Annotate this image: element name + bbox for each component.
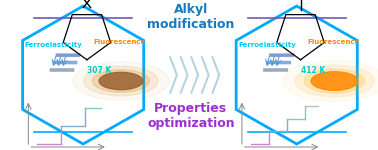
Circle shape [311,72,358,90]
FancyBboxPatch shape [49,68,74,72]
FancyBboxPatch shape [266,61,291,64]
Circle shape [84,66,158,96]
Text: Alkyl
modification: Alkyl modification [147,3,235,30]
Text: 412 K: 412 K [301,66,325,75]
Text: Ferroelasticity: Ferroelasticity [25,42,82,48]
Circle shape [304,69,365,93]
Circle shape [99,72,143,90]
Text: Ferroelasticity: Ferroelasticity [238,42,296,48]
Circle shape [295,65,374,97]
Text: Fluorescence: Fluorescence [94,39,146,45]
Circle shape [93,70,149,92]
FancyBboxPatch shape [55,53,81,57]
Text: Fluorescence: Fluorescence [307,39,359,45]
Text: 307 K: 307 K [87,66,111,75]
FancyBboxPatch shape [263,68,288,72]
Circle shape [73,62,169,100]
FancyBboxPatch shape [52,61,78,64]
FancyBboxPatch shape [269,53,294,57]
Text: Properties
optimization: Properties optimization [147,102,235,129]
Circle shape [283,61,378,101]
